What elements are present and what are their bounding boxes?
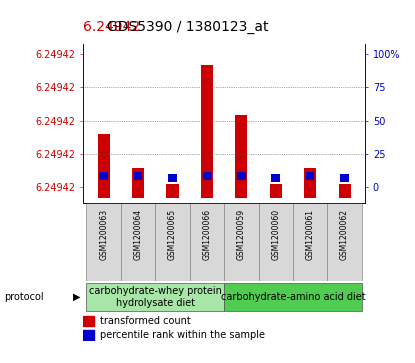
Bar — [98, 134, 110, 198]
Bar — [259, 203, 293, 281]
Bar — [340, 174, 349, 182]
Bar — [224, 282, 362, 311]
Text: GDS5390 / 1380123_at: GDS5390 / 1380123_at — [107, 20, 269, 34]
Text: ▶: ▶ — [73, 292, 80, 302]
Bar — [237, 172, 246, 180]
Bar — [327, 203, 362, 281]
Text: carbohydrate-amino acid diet: carbohydrate-amino acid diet — [221, 292, 365, 302]
Text: GSM1200059: GSM1200059 — [237, 209, 246, 260]
Bar — [270, 184, 282, 198]
Bar — [203, 172, 211, 180]
Text: GSM1200064: GSM1200064 — [134, 209, 143, 260]
Text: transformed count: transformed count — [100, 316, 190, 326]
Text: GSM1200060: GSM1200060 — [271, 209, 280, 260]
Bar — [190, 203, 224, 281]
Bar — [304, 168, 316, 198]
Bar — [134, 172, 142, 180]
Bar — [86, 282, 224, 311]
Bar — [99, 172, 108, 180]
Bar — [293, 203, 327, 281]
Text: GSM1200063: GSM1200063 — [99, 209, 108, 260]
Bar — [306, 172, 315, 180]
Bar — [168, 174, 177, 182]
Text: GSM1200062: GSM1200062 — [340, 209, 349, 260]
Bar — [271, 174, 280, 182]
Text: percentile rank within the sample: percentile rank within the sample — [100, 330, 265, 340]
Bar — [201, 65, 213, 198]
Text: carbohydrate-whey protein
hydrolysate diet: carbohydrate-whey protein hydrolysate di… — [89, 286, 222, 308]
Bar — [224, 203, 259, 281]
Text: GSM1200061: GSM1200061 — [305, 209, 315, 260]
Bar — [339, 184, 351, 198]
Bar — [155, 203, 190, 281]
Text: protocol: protocol — [4, 292, 44, 302]
Text: GSM1200066: GSM1200066 — [203, 209, 211, 260]
Bar — [86, 203, 121, 281]
Bar — [121, 203, 155, 281]
Bar — [166, 184, 178, 198]
Bar — [132, 168, 144, 198]
Text: GSM1200065: GSM1200065 — [168, 209, 177, 260]
Bar — [83, 316, 94, 326]
Text: 6.24942: 6.24942 — [83, 20, 140, 34]
Bar — [235, 115, 247, 198]
Bar — [83, 330, 94, 340]
